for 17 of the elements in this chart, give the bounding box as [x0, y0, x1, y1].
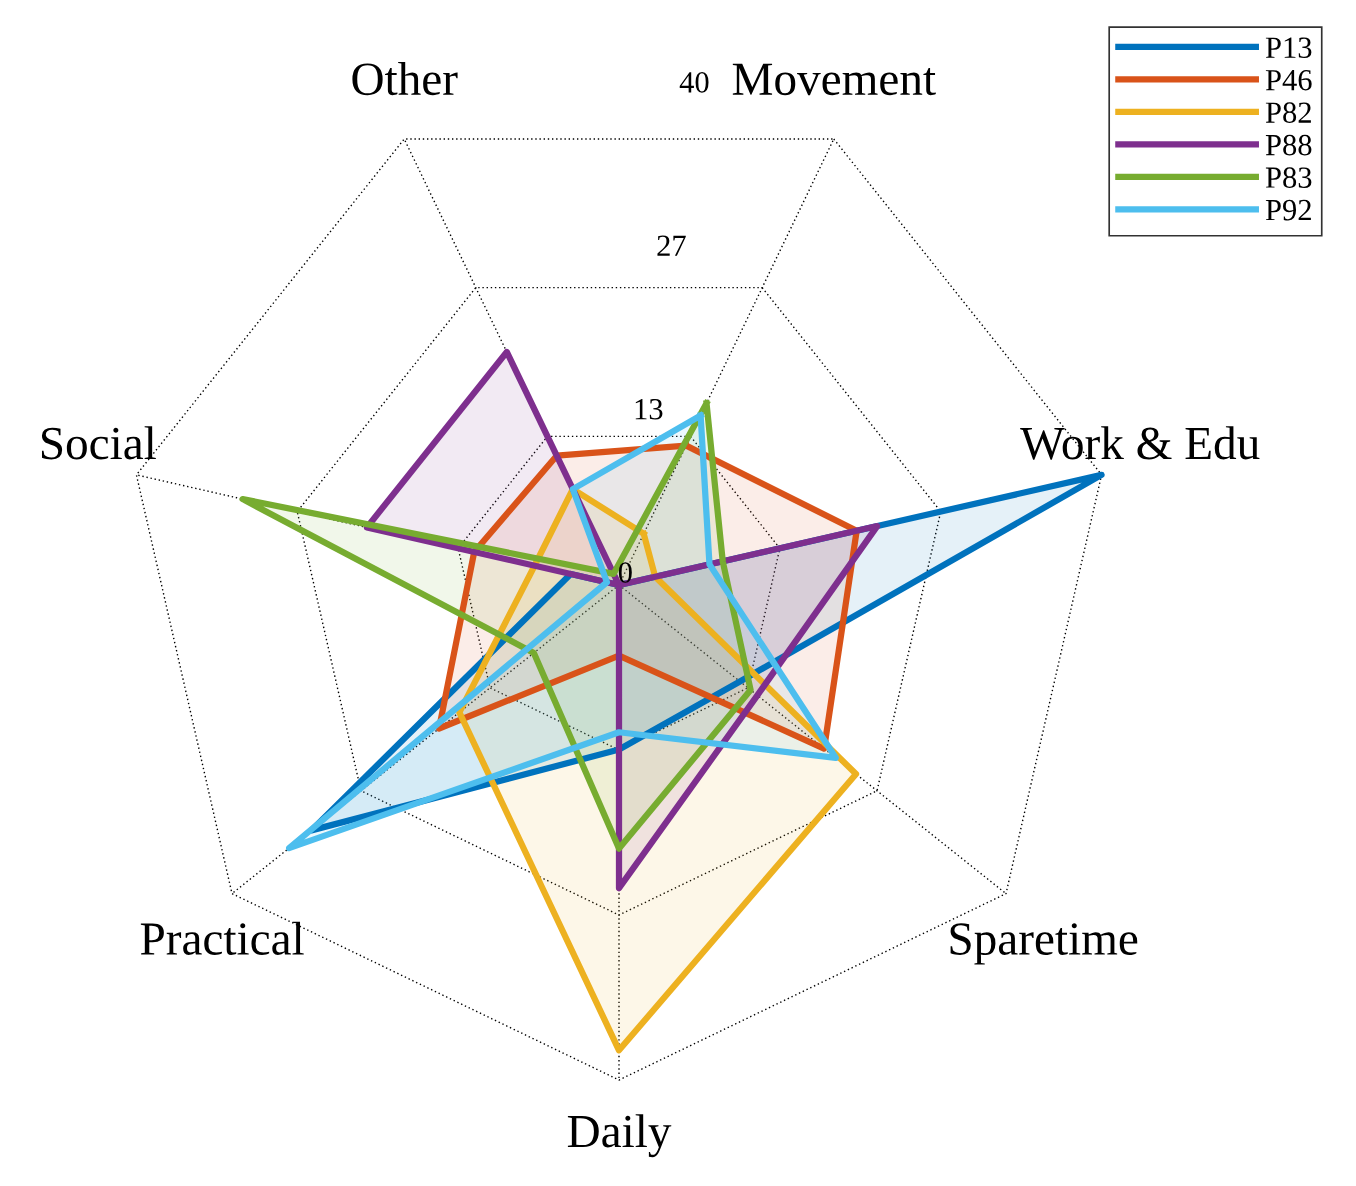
y-tick-label: 13: [635, 398, 663, 420]
legend-label: P82: [1265, 102, 1311, 123]
y-tick-label: 40: [679, 72, 709, 93]
spoke-label: Movement: [732, 63, 936, 96]
y-tick-label: 27: [657, 235, 686, 256]
legend-label: P83: [1265, 167, 1312, 188]
spoke-label: Daily: [567, 1114, 672, 1158]
legend-label: P92: [1265, 199, 1311, 221]
spoke-label: Work & Edu: [1020, 426, 1260, 460]
legend-label: P46: [1265, 69, 1312, 91]
spoke-label: Sparetime: [950, 923, 1138, 965]
legend-label: P13: [1265, 37, 1312, 58]
y-tick-label: 0: [618, 562, 632, 583]
spoke-label: Other: [352, 61, 458, 96]
spoke-label: Social: [41, 426, 156, 460]
legend-label: P88: [1265, 134, 1312, 156]
spoke-label: Practical: [140, 921, 304, 955]
